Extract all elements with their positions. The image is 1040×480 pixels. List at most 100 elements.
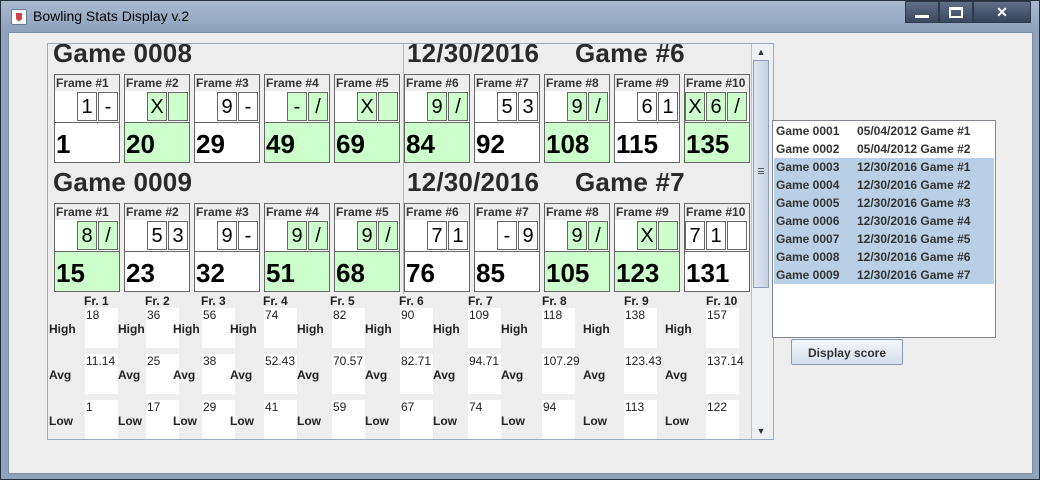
game-date-heading: 12/30/2016: [407, 43, 540, 68]
low-label: Low: [583, 414, 607, 428]
game-list-desc: 12/30/2016 Game #2: [857, 178, 971, 192]
frame-label: Frame #3: [195, 204, 259, 220]
high-label: High: [49, 322, 76, 336]
games-scroll-pane[interactable]: Game 0008 12/30/2016 Game #6 Frame #1 1-1 Fra…: [47, 43, 774, 440]
frame-stat-header: Fr. 7: [468, 294, 493, 308]
game-list-id: Game 0002: [776, 142, 840, 156]
roll-box: 9: [217, 221, 237, 250]
game-list-item[interactable]: Game 0005 12/30/2016 Game #3: [774, 194, 994, 212]
high-value: 157: [706, 308, 739, 348]
bowling-frame: Frame #1 1-1: [54, 74, 120, 163]
frame-total: 135: [685, 122, 749, 162]
bowling-frame: Frame #9 X 123: [614, 203, 680, 292]
low-label: Low: [501, 414, 525, 428]
frame-total: 29: [195, 122, 259, 162]
frame-label: Frame #1: [55, 75, 119, 91]
low-label: Low: [173, 414, 197, 428]
bowling-frame: Frame #6 7 1 76: [404, 203, 470, 292]
game-list-item[interactable]: Game 0001 05/04/2012 Game #1: [774, 122, 994, 140]
roll-box: /: [588, 221, 608, 250]
high-value: 18: [85, 308, 118, 348]
frame-total: 15: [55, 251, 119, 291]
game-list-item[interactable]: Game 0003 12/30/2016 Game #1: [774, 158, 994, 176]
bowling-frame: Frame #2 5 3 23: [124, 203, 190, 292]
roll-box: 1: [448, 221, 468, 250]
minimize-icon: [915, 14, 929, 18]
game-list[interactable]: Game 0001 05/04/2012 Game #1 Game 0002 05/0…: [772, 120, 996, 338]
roll-box: 1: [658, 92, 678, 121]
roll-box: /: [727, 92, 747, 121]
high-label: High: [433, 322, 460, 336]
close-button[interactable]: ✕: [973, 1, 1031, 23]
scroll-up-arrow-icon[interactable]: ▲: [756, 47, 766, 57]
client-area: Game 0008 12/30/2016 Game #6 Frame #1 1-1 Fra…: [8, 32, 1033, 474]
frame-label: Frame #7: [475, 204, 539, 220]
game-list-id: Game 0007: [776, 232, 840, 246]
frame-stat-header: Fr. 10: [706, 294, 738, 308]
high-value: 36: [146, 308, 179, 348]
avg-label: Avg: [173, 368, 196, 382]
close-icon: ✕: [996, 3, 1008, 20]
frame-label: Frame #4: [265, 204, 329, 220]
roll-box: -: [287, 92, 307, 121]
maximize-button[interactable]: [939, 1, 973, 23]
roll-box: 9: [518, 221, 538, 250]
low-value: 17: [146, 400, 179, 439]
frame-total: 51: [265, 251, 329, 291]
bowling-frame: Frame #4-/49: [264, 74, 330, 163]
game-list-item[interactable]: Game 0006 12/30/2016 Game #4: [774, 212, 994, 230]
roll-box: 3: [518, 92, 538, 121]
java-app-icon: [11, 9, 27, 25]
roll-box: -: [238, 221, 258, 250]
game-list-item[interactable]: Game 0002 05/04/2012 Game #2: [774, 140, 994, 158]
frame-stat-header: Fr. 9: [624, 294, 649, 308]
low-value: 1: [85, 400, 118, 439]
avg-label: Avg: [230, 368, 253, 382]
column-divider: [403, 44, 404, 294]
roll-box: [658, 221, 678, 250]
low-label: Low: [665, 414, 689, 428]
avg-value: 94.71: [468, 354, 501, 394]
frame-label: Frame #2: [125, 204, 189, 220]
avg-value: 137.14: [706, 354, 744, 394]
frame-stat-header: Fr. 3: [201, 294, 226, 308]
frame-label: Frame #5: [335, 75, 399, 91]
game-list-item[interactable]: Game 0008 12/30/2016 Game #6: [774, 248, 994, 266]
frame-total: 85: [475, 251, 539, 291]
minimize-button[interactable]: [905, 1, 939, 23]
display-score-button[interactable]: Display score: [791, 339, 903, 365]
high-label: High: [665, 322, 692, 336]
game-list-id: Game 0006: [776, 214, 840, 228]
grip-icon: [758, 168, 764, 174]
roll-box: 5: [497, 92, 517, 121]
roll-box: X: [147, 92, 167, 121]
roll-box: 7: [427, 221, 447, 250]
low-value: 94: [542, 400, 575, 439]
roll-box: 1: [706, 221, 726, 250]
game-list-item[interactable]: Game 0009 12/30/2016 Game #7: [774, 266, 994, 284]
scroll-down-arrow-icon[interactable]: ▼: [756, 426, 766, 436]
scroll-thumb[interactable]: [753, 60, 769, 288]
vertical-scrollbar[interactable]: ▲ ▼: [751, 44, 770, 439]
title-bar[interactable]: Bowling Stats Display v.2 ✕: [1, 1, 1039, 31]
game-number-heading: Game #6: [575, 43, 685, 68]
bowling-frame: Frame #10 X 6/135: [684, 74, 750, 163]
game-list-item[interactable]: Game 0004 12/30/2016 Game #2: [774, 176, 994, 194]
game-list-item[interactable]: Game 0007 12/30/2016 Game #5: [774, 230, 994, 248]
frame-label: Frame #8: [545, 204, 609, 220]
high-value: 82: [332, 308, 365, 348]
game-date-heading: 12/30/2016: [407, 167, 540, 197]
frame-label: Frame #2: [125, 75, 189, 91]
roll-box: X: [357, 92, 377, 121]
frame-label: Frame #5: [335, 204, 399, 220]
frame-total: 92: [475, 122, 539, 162]
roll-box: 9: [287, 221, 307, 250]
frame-total: 32: [195, 251, 259, 291]
roll-box: X: [685, 92, 705, 121]
low-value: 74: [468, 400, 501, 439]
low-label: Low: [49, 414, 73, 428]
game-list-desc: 12/30/2016 Game #7: [857, 268, 971, 282]
frame-total: 123: [615, 251, 679, 291]
high-value: 56: [202, 308, 235, 348]
